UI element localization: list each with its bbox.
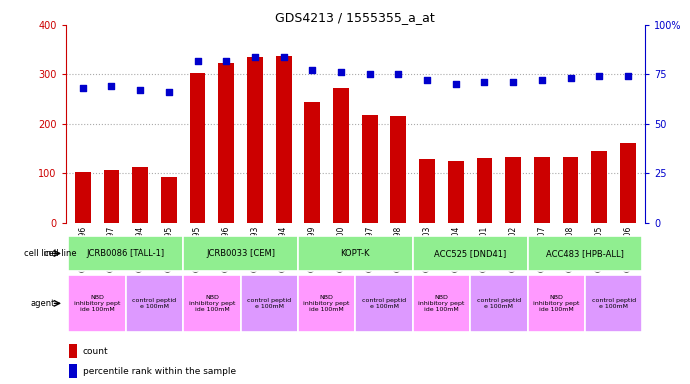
Bar xyxy=(448,161,464,223)
Point xyxy=(77,85,88,91)
Text: percentile rank within the sample: percentile rank within the sample xyxy=(83,367,236,376)
Point xyxy=(479,79,490,85)
Bar xyxy=(75,172,90,223)
Point xyxy=(249,53,260,60)
Point xyxy=(593,73,604,79)
Text: control peptid
e 100mM: control peptid e 100mM xyxy=(132,298,177,309)
Bar xyxy=(104,170,119,223)
Text: control peptid
e 100mM: control peptid e 100mM xyxy=(591,298,635,309)
Bar xyxy=(477,159,493,223)
Point xyxy=(565,75,576,81)
Point xyxy=(135,87,146,93)
Bar xyxy=(247,56,263,223)
Point xyxy=(422,77,433,83)
Text: control peptid
e 100mM: control peptid e 100mM xyxy=(362,298,406,309)
Bar xyxy=(534,157,550,223)
Point xyxy=(364,71,375,78)
Bar xyxy=(420,159,435,223)
Point xyxy=(106,83,117,89)
Text: JCRB0033 [CEM]: JCRB0033 [CEM] xyxy=(206,249,275,258)
Text: KOPT-K: KOPT-K xyxy=(341,249,370,258)
Text: count: count xyxy=(83,347,108,356)
Text: agent: agent xyxy=(30,299,55,308)
Point xyxy=(164,89,175,95)
Point xyxy=(622,73,633,79)
Bar xyxy=(161,177,177,223)
Text: NBD
inhibitory pept
ide 100mM: NBD inhibitory pept ide 100mM xyxy=(188,295,235,312)
Point xyxy=(536,77,547,83)
Bar xyxy=(391,116,406,223)
Bar xyxy=(333,88,349,223)
Point xyxy=(307,67,318,73)
Point xyxy=(278,53,289,60)
Bar xyxy=(132,167,148,223)
Text: control peptid
e 100mM: control peptid e 100mM xyxy=(477,298,521,309)
Point xyxy=(192,58,203,64)
Bar xyxy=(620,143,635,223)
Title: GDS4213 / 1555355_a_at: GDS4213 / 1555355_a_at xyxy=(275,11,435,24)
Bar xyxy=(276,56,291,223)
Bar xyxy=(190,73,206,223)
Text: cell line: cell line xyxy=(43,249,77,258)
Text: NBD
inhibitory pept
ide 100mM: NBD inhibitory pept ide 100mM xyxy=(418,295,464,312)
Text: control peptid
e 100mM: control peptid e 100mM xyxy=(247,298,291,309)
Bar xyxy=(505,157,521,223)
Bar xyxy=(562,157,578,223)
Point xyxy=(451,81,462,88)
Text: JCRB0086 [TALL-1]: JCRB0086 [TALL-1] xyxy=(87,249,165,258)
Text: ACC483 [HPB-ALL]: ACC483 [HPB-ALL] xyxy=(546,249,624,258)
Bar xyxy=(304,102,320,223)
Text: NBD
inhibitory pept
ide 100mM: NBD inhibitory pept ide 100mM xyxy=(74,295,120,312)
Point xyxy=(508,79,519,85)
Bar xyxy=(591,151,607,223)
Text: NBD
inhibitory pept
ide 100mM: NBD inhibitory pept ide 100mM xyxy=(304,295,350,312)
Text: NBD
inhibitory pept
ide 100mM: NBD inhibitory pept ide 100mM xyxy=(533,295,580,312)
Text: ACC525 [DND41]: ACC525 [DND41] xyxy=(434,249,506,258)
Text: cell line: cell line xyxy=(24,249,57,258)
Point xyxy=(221,58,232,64)
Point xyxy=(335,70,346,76)
Bar xyxy=(218,63,234,223)
Point xyxy=(393,71,404,78)
Bar xyxy=(362,115,377,223)
